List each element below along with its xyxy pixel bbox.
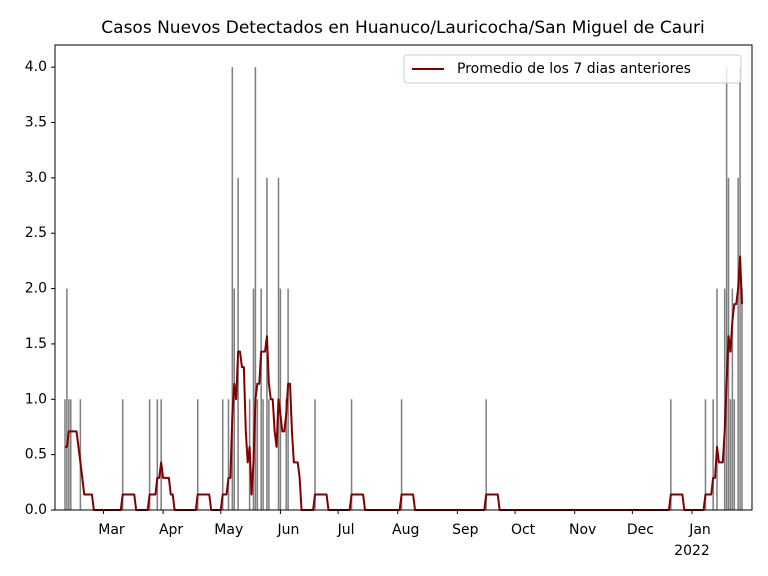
y-tick-label: 0.0 [25, 502, 47, 518]
bar [237, 177, 239, 510]
bar [400, 399, 403, 510]
bar [148, 399, 151, 510]
x-tick-label: Apr [159, 522, 183, 538]
bar [70, 399, 72, 510]
x-tick-label: Aug [392, 522, 419, 538]
bar [227, 399, 230, 510]
bar [279, 288, 282, 510]
y-tick-label: 4.0 [25, 59, 47, 75]
legend-label: Promedio de los 7 dias anteriores [457, 61, 691, 77]
x-tick-label: Jul [337, 522, 355, 538]
x-tick-label: Mar [98, 522, 125, 538]
bar [723, 288, 726, 510]
bar [485, 399, 487, 510]
x-tick-label: Nov [569, 522, 596, 538]
x-tick-label: Jun [276, 522, 299, 538]
bar [716, 288, 718, 510]
bar [156, 399, 159, 510]
x-tick-label: Dec [627, 522, 654, 538]
bar [254, 67, 257, 511]
bar [670, 399, 672, 510]
axes-frame [54, 44, 753, 511]
y-tick-label: 2.0 [25, 281, 47, 297]
bar [729, 399, 732, 510]
bar [731, 288, 734, 510]
y-tick-label: 1.5 [25, 336, 47, 352]
bar [725, 67, 728, 511]
x-year-label: 2022 [674, 543, 710, 559]
y-tick-label: 0.5 [25, 447, 47, 463]
bar [277, 177, 280, 510]
x-tick-label: Jan [688, 522, 711, 538]
bar [221, 399, 224, 510]
bar [196, 399, 199, 510]
bar [262, 399, 264, 510]
y-tick-label: 1.0 [25, 391, 47, 407]
bar [64, 399, 66, 510]
bar [256, 399, 259, 510]
bar [285, 399, 287, 510]
bar [260, 288, 262, 510]
bar [68, 399, 70, 510]
bar [733, 399, 736, 510]
bar [704, 399, 707, 510]
bar [712, 399, 714, 510]
y-tick-label: 3.5 [25, 115, 47, 131]
bar [739, 67, 741, 511]
x-tick-label: Oct [511, 522, 536, 538]
y-tick-label: 3.0 [25, 170, 47, 186]
x-tick-label: Sep [452, 522, 479, 538]
bar [66, 288, 68, 510]
bar [231, 67, 234, 511]
bar [350, 399, 353, 510]
x-tick-label: May [214, 522, 243, 538]
bar [121, 399, 124, 510]
bar [268, 399, 270, 510]
bar [314, 399, 316, 510]
bar [741, 288, 743, 510]
bar [252, 288, 255, 510]
y-tick-label: 2.5 [25, 225, 47, 241]
bar [160, 399, 162, 510]
chart-title: Casos Nuevos Detectados en Huanuco/Lauri… [101, 18, 704, 38]
bar [737, 177, 739, 510]
legend-box [403, 54, 742, 84]
